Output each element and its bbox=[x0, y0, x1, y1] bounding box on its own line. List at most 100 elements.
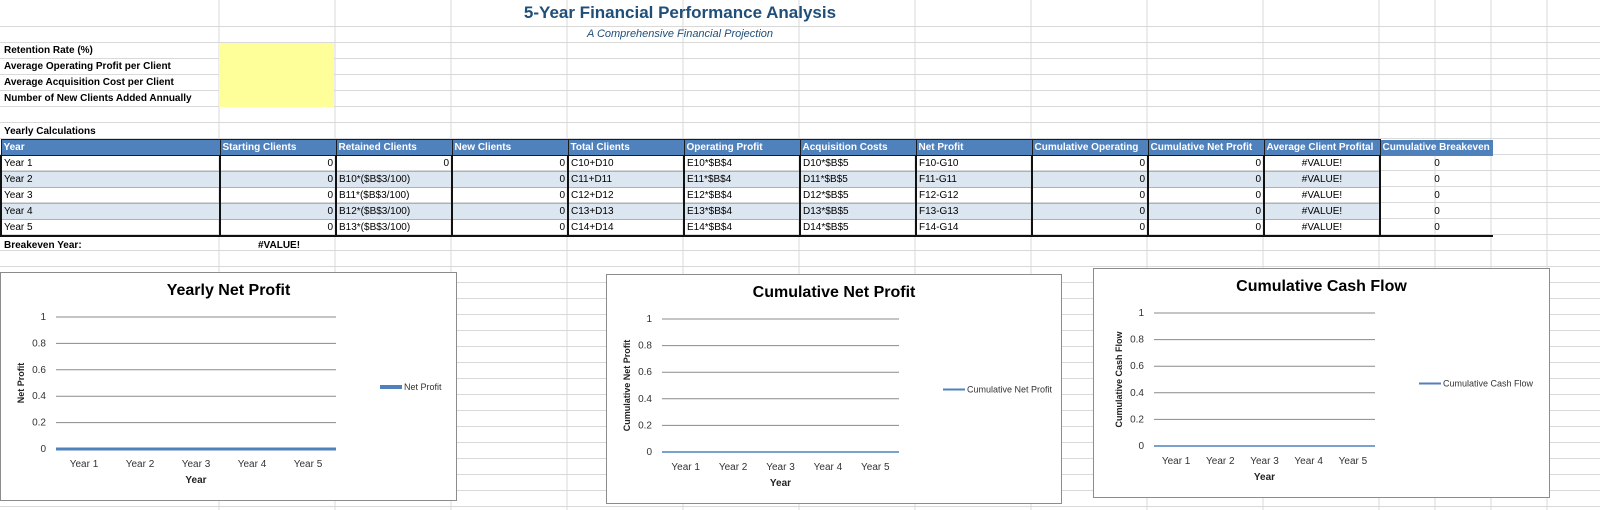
table-cell[interactable]: 0 bbox=[1031, 219, 1149, 237]
table-cell[interactable]: D11*$B$5 bbox=[799, 171, 917, 188]
column-header[interactable]: Total Clients bbox=[567, 139, 685, 156]
table-cell[interactable]: C11+D11 bbox=[567, 171, 685, 188]
column-header[interactable]: Acquisition Costs bbox=[799, 139, 917, 156]
table-cell[interactable]: E13*$B$4 bbox=[683, 203, 801, 220]
table-cell[interactable]: F13-G13 bbox=[915, 203, 1033, 220]
y-tick-label: 0.2 bbox=[1130, 414, 1144, 425]
table-cell[interactable]: 0 bbox=[1380, 219, 1493, 237]
table-cell[interactable]: 0 bbox=[219, 203, 337, 220]
chart-plot: 0 0.2 0.4 0.6 0.8 1 Year 1 Year 2 Year 3 Year 4 Ye… bbox=[1114, 308, 1534, 483]
x-tick-label: Year 1 bbox=[1162, 456, 1191, 467]
table-cell[interactable]: 0 bbox=[335, 155, 453, 172]
table-cell[interactable]: 0 bbox=[451, 171, 569, 188]
y-tick-label: 0 bbox=[1138, 441, 1144, 452]
input-values-area[interactable] bbox=[219, 43, 334, 107]
chart-title: Cumulative Cash Flow bbox=[1236, 278, 1407, 295]
table-cell[interactable]: 0 bbox=[219, 187, 337, 204]
section-label: Yearly Calculations bbox=[4, 126, 96, 137]
table-cell[interactable]: C14+D14 bbox=[567, 219, 685, 237]
table-cell[interactable]: F12-G12 bbox=[915, 187, 1033, 204]
table-cell[interactable]: F11-G11 bbox=[915, 171, 1033, 188]
table-cell[interactable]: B11*($B$3/100) bbox=[335, 187, 453, 204]
table-cell[interactable]: 0 bbox=[1147, 171, 1265, 188]
cumulative-net-profit-chart[interactable]: Cumulative Net Profit 0 0.2 0.4 0.6 0.8 1 Year… bbox=[606, 274, 1062, 504]
table-cell[interactable]: E14*$B$4 bbox=[683, 219, 801, 237]
table-cell[interactable]: #VALUE! bbox=[1263, 219, 1381, 237]
table-cell[interactable]: C13+D13 bbox=[567, 203, 685, 220]
table-cell[interactable]: 0 bbox=[1147, 203, 1265, 220]
table-cell[interactable]: D10*$B$5 bbox=[799, 155, 917, 172]
table-cell[interactable]: 0 bbox=[451, 187, 569, 204]
column-header[interactable]: Net Profit bbox=[915, 139, 1033, 156]
column-header[interactable]: Cumulative Net Profit bbox=[1147, 139, 1265, 156]
table-cell[interactable]: F14-G14 bbox=[915, 219, 1033, 237]
table-cell[interactable]: Year 3 bbox=[0, 187, 221, 204]
x-tick-label: Year 2 bbox=[126, 459, 155, 470]
table-cell[interactable]: Year 5 bbox=[0, 219, 221, 237]
column-header[interactable]: Year bbox=[0, 139, 221, 156]
table-cell[interactable]: #VALUE! bbox=[1263, 187, 1381, 204]
y-tick-label: 0 bbox=[646, 447, 652, 458]
table-cell[interactable]: Year 2 bbox=[0, 171, 221, 188]
table-cell[interactable]: 0 bbox=[1434, 174, 1440, 185]
table-cell[interactable]: #VALUE! bbox=[1263, 155, 1381, 172]
table-cell[interactable]: #VALUE! bbox=[1263, 203, 1381, 220]
table-cell[interactable]: D13*$B$5 bbox=[799, 203, 917, 220]
x-tick-label: Year 1 bbox=[70, 459, 99, 470]
cumulative-cash-flow-chart[interactable]: Cumulative Cash Flow 0 0.2 0.4 0.6 0.8 1 Year … bbox=[1093, 268, 1550, 498]
table-cell[interactable]: 0 bbox=[451, 155, 569, 172]
y-tick-label: 0.2 bbox=[638, 420, 652, 431]
y-tick-label: 0.4 bbox=[1130, 388, 1144, 399]
table-cell[interactable]: 0 bbox=[1434, 158, 1440, 169]
table-cell[interactable]: B13*($B$3/100) bbox=[335, 219, 453, 237]
table-cell[interactable]: C10+D10 bbox=[567, 155, 685, 172]
column-header[interactable]: Retained Clients bbox=[335, 139, 453, 156]
column-header[interactable]: New Clients bbox=[451, 139, 569, 156]
table-cell[interactable]: 0 bbox=[219, 219, 337, 237]
table-cell[interactable]: 0 bbox=[1434, 206, 1440, 217]
x-tick-label: Year 1 bbox=[671, 462, 700, 473]
chart-title: Cumulative Net Profit bbox=[752, 284, 916, 301]
table-cell[interactable]: 0 bbox=[1031, 187, 1149, 204]
table-cell[interactable]: Year 4 bbox=[0, 203, 221, 220]
column-header[interactable]: Average Client Profital bbox=[1263, 139, 1381, 156]
table-cell[interactable]: D14*$B$5 bbox=[799, 219, 917, 237]
table-cell[interactable]: 0 bbox=[1147, 155, 1265, 172]
table-cell[interactable]: E11*$B$4 bbox=[683, 171, 801, 188]
table-cell[interactable]: 0 bbox=[1434, 190, 1440, 201]
column-header[interactable]: Operating Profit bbox=[683, 139, 801, 156]
table-cell[interactable]: 0 bbox=[1031, 171, 1149, 188]
y-axis-title: Cumulative Cash Flow bbox=[1114, 331, 1124, 428]
breakeven-label: Breakeven Year: bbox=[4, 240, 82, 251]
table-cell[interactable]: B12*($B$3/100) bbox=[335, 203, 453, 220]
y-tick-label: 0.6 bbox=[1130, 361, 1144, 372]
column-header[interactable]: Cumulative Breakeven bbox=[1380, 139, 1493, 156]
y-tick-label: 0.4 bbox=[638, 394, 652, 405]
table-cell[interactable]: E10*$B$4 bbox=[683, 155, 801, 172]
table-cell[interactable]: F10-G10 bbox=[915, 155, 1033, 172]
table-cell[interactable]: 0 bbox=[219, 155, 337, 172]
table-cell[interactable]: B10*($B$3/100) bbox=[335, 171, 453, 188]
table-cell[interactable]: 0 bbox=[219, 171, 337, 188]
chart-title: Yearly Net Profit bbox=[166, 282, 291, 299]
column-header[interactable]: Starting Clients bbox=[219, 139, 337, 156]
y-tick-label: 0.8 bbox=[1130, 335, 1144, 346]
table-cell[interactable]: #VALUE! bbox=[1263, 171, 1381, 188]
table-cell[interactable]: 0 bbox=[1147, 219, 1265, 237]
y-tick-label: 0.8 bbox=[638, 341, 652, 352]
table-cell[interactable]: C12+D12 bbox=[567, 187, 685, 204]
table-cell[interactable]: 0 bbox=[1031, 203, 1149, 220]
x-tick-label: Year 3 bbox=[766, 462, 795, 473]
y-axis-title: Net Profit bbox=[16, 363, 26, 404]
table-cell[interactable]: E12*$B$4 bbox=[683, 187, 801, 204]
table-cell[interactable]: 0 bbox=[1031, 155, 1149, 172]
table-cell[interactable]: 0 bbox=[1147, 187, 1265, 204]
table-cell[interactable]: Year 1 bbox=[0, 155, 221, 172]
yearly-calculations-table: Year Starting Clients Retained Clients New … bbox=[0, 139, 1493, 237]
column-header[interactable]: Cumulative Operating bbox=[1031, 139, 1149, 156]
y-tick-label: 1 bbox=[40, 312, 46, 323]
table-cell[interactable]: 0 bbox=[451, 219, 569, 237]
table-cell[interactable]: D12*$B$5 bbox=[799, 187, 917, 204]
yearly-net-profit-chart[interactable]: Yearly Net Profit 0 0.2 0.4 0.6 0.8 1 Year 1 Ye… bbox=[0, 272, 457, 501]
table-cell[interactable]: 0 bbox=[451, 203, 569, 220]
